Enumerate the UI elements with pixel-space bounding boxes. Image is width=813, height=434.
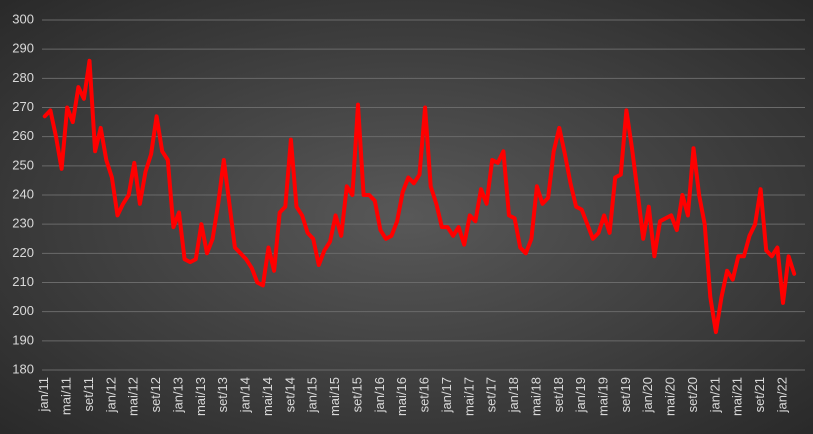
x-tick-label: jan/13 bbox=[170, 377, 185, 413]
y-tick-label: 260 bbox=[12, 128, 34, 143]
x-tick-label: jan/20 bbox=[640, 377, 655, 413]
y-tick-label: 220 bbox=[12, 245, 34, 260]
x-tick-label: jan/17 bbox=[439, 377, 454, 413]
x-tick-label: set/19 bbox=[618, 377, 633, 412]
x-tick-label: mai/21 bbox=[730, 377, 745, 416]
x-tick-label: jan/12 bbox=[103, 377, 118, 413]
x-tick-label: set/14 bbox=[282, 377, 297, 412]
x-tick-label: mai/19 bbox=[595, 377, 610, 416]
x-tick-label: set/21 bbox=[752, 377, 767, 412]
x-tick-label: set/20 bbox=[685, 377, 700, 412]
x-tick-label: set/12 bbox=[148, 377, 163, 412]
y-tick-label: 180 bbox=[12, 361, 34, 376]
y-tick-label: 200 bbox=[12, 303, 34, 318]
x-tick-label: set/17 bbox=[484, 377, 499, 412]
y-tick-label: 230 bbox=[12, 216, 34, 231]
y-tick-label: 250 bbox=[12, 157, 34, 172]
x-tick-label: set/13 bbox=[215, 377, 230, 412]
x-tick-label: mai/20 bbox=[663, 377, 678, 416]
x-tick-label: mai/16 bbox=[394, 377, 409, 416]
x-tick-label: set/18 bbox=[551, 377, 566, 412]
x-tick-label: jan/18 bbox=[506, 377, 521, 413]
x-tick-label: jan/19 bbox=[573, 377, 588, 413]
y-tick-label: 270 bbox=[12, 99, 34, 114]
x-tick-label: jan/14 bbox=[238, 377, 253, 413]
x-tick-label: mai/13 bbox=[193, 377, 208, 416]
x-tick-label: set/15 bbox=[349, 377, 364, 412]
y-tick-label: 210 bbox=[12, 274, 34, 289]
data-line bbox=[42, 58, 797, 335]
y-tick-label: 280 bbox=[12, 70, 34, 85]
y-tick-label: 290 bbox=[12, 41, 34, 56]
x-tick-label: mai/15 bbox=[327, 377, 342, 416]
x-tick-label: mai/17 bbox=[461, 377, 476, 416]
x-tick-label: mai/18 bbox=[528, 377, 543, 416]
x-tick-label: jan/16 bbox=[372, 377, 387, 413]
y-tick-label: 240 bbox=[12, 186, 34, 201]
x-tick-label: jan/22 bbox=[774, 377, 789, 413]
x-tick-label: mai/11 bbox=[59, 377, 74, 415]
x-tick-label: set/16 bbox=[417, 377, 432, 412]
x-tick-label: jan/21 bbox=[707, 377, 722, 413]
x-tick-label: mai/14 bbox=[260, 377, 275, 416]
x-tick-label: jan/15 bbox=[305, 377, 320, 413]
x-tick-label: jan/11 bbox=[36, 377, 51, 412]
y-tick-label: 300 bbox=[12, 11, 34, 26]
y-tick-label: 190 bbox=[12, 332, 34, 347]
x-tick-label: mai/12 bbox=[126, 377, 141, 416]
x-tick-label: set/11 bbox=[81, 377, 96, 411]
